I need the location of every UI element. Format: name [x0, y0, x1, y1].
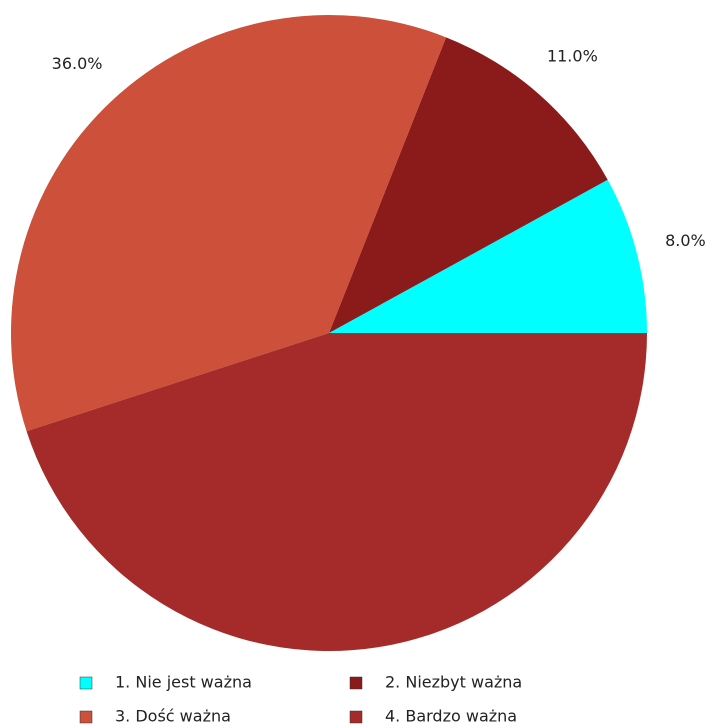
legend-label: 4. Bardzo ważna	[385, 707, 517, 726]
legend-label: 2. Niezbyt ważna	[385, 673, 522, 692]
data-label: 36.0%	[52, 54, 103, 73]
legend-label: 1. Nie jest ważna	[115, 673, 252, 692]
legend-swatch	[79, 676, 93, 690]
pie-slice	[329, 179, 647, 333]
legend-swatch	[79, 710, 93, 724]
pie-slice	[26, 333, 648, 651]
legend-label: 3. Dość ważna	[115, 707, 231, 726]
legend-swatch	[349, 710, 363, 724]
data-label: 8.0%	[665, 231, 706, 250]
legend-swatch	[349, 676, 363, 690]
data-label: 11.0%	[547, 46, 598, 65]
pie-slice	[10, 15, 447, 432]
pie-slice	[329, 37, 608, 333]
